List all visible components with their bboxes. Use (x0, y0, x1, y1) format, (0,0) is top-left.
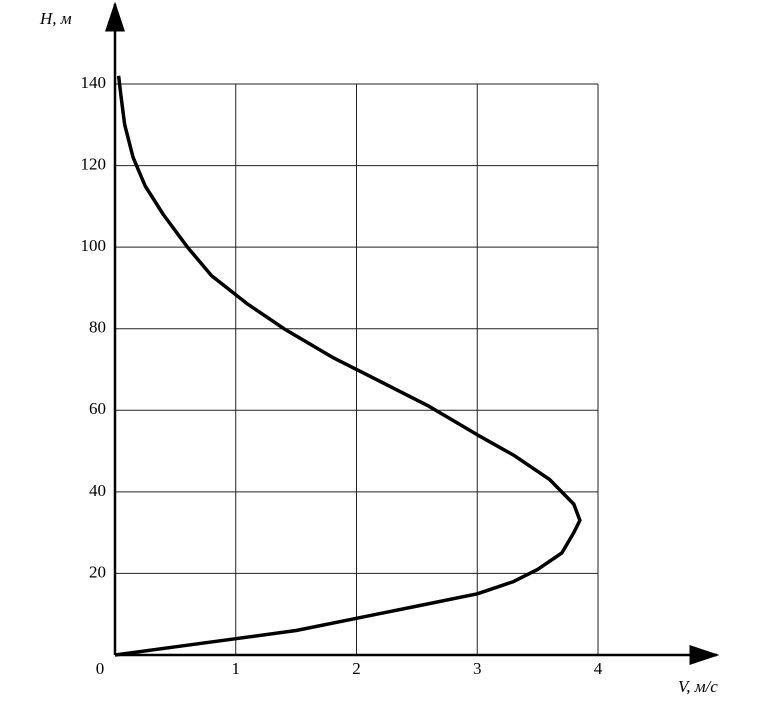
grid (115, 83, 599, 655)
line (114, 75, 582, 657)
x-tick-label: 4 (594, 659, 603, 678)
x-tick-label: 0 (96, 659, 105, 678)
y-tick-label: 120 (81, 154, 107, 173)
x-axis-label: V, м/с (678, 677, 718, 696)
x-tick-label: 2 (352, 659, 361, 678)
y-tick-label: 40 (89, 481, 106, 500)
y-tick-label: 100 (81, 236, 107, 255)
y-axis-label: H, м (39, 9, 72, 28)
x-tick-label: 3 (473, 659, 482, 678)
y-tick-label: 60 (89, 399, 106, 418)
x-tick-label: 1 (232, 659, 241, 678)
y-tick-label: 140 (81, 73, 107, 92)
y-tick-label: 20 (89, 562, 106, 581)
y-tick-label: 80 (89, 318, 106, 337)
